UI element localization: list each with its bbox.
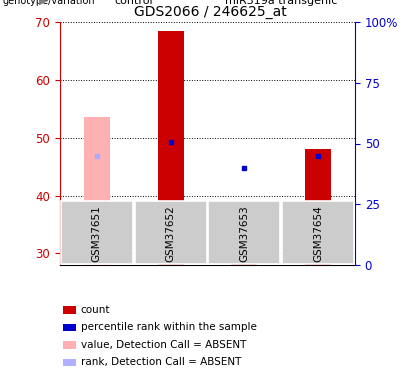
Text: GSM37652: GSM37652 (165, 205, 176, 262)
Text: value, Detection Call = ABSENT: value, Detection Call = ABSENT (81, 340, 246, 350)
Bar (208, 201, 281, 264)
Bar (84, 117, 110, 265)
Text: GSM37654: GSM37654 (313, 205, 323, 262)
Text: GSM37651: GSM37651 (92, 205, 102, 262)
Text: count: count (81, 305, 110, 315)
Bar (63, 359, 76, 366)
Text: miR319a transgenic: miR319a transgenic (225, 0, 337, 6)
Bar (61, 201, 133, 264)
Bar (63, 324, 76, 331)
Bar (63, 341, 76, 349)
Text: percentile rank within the sample: percentile rank within the sample (81, 322, 257, 333)
Text: genotype/variation: genotype/variation (2, 0, 95, 6)
Text: control: control (114, 0, 153, 6)
Bar (63, 306, 76, 314)
Text: GDS2066 / 246625_at: GDS2066 / 246625_at (134, 5, 286, 19)
Text: rank, Detection Call = ABSENT: rank, Detection Call = ABSENT (81, 357, 241, 368)
Bar (305, 149, 331, 265)
Bar (282, 201, 354, 264)
Bar (158, 31, 184, 265)
Bar (231, 227, 257, 265)
Bar (135, 201, 207, 264)
Text: ▶: ▶ (39, 0, 47, 6)
Text: GSM37653: GSM37653 (239, 205, 249, 262)
